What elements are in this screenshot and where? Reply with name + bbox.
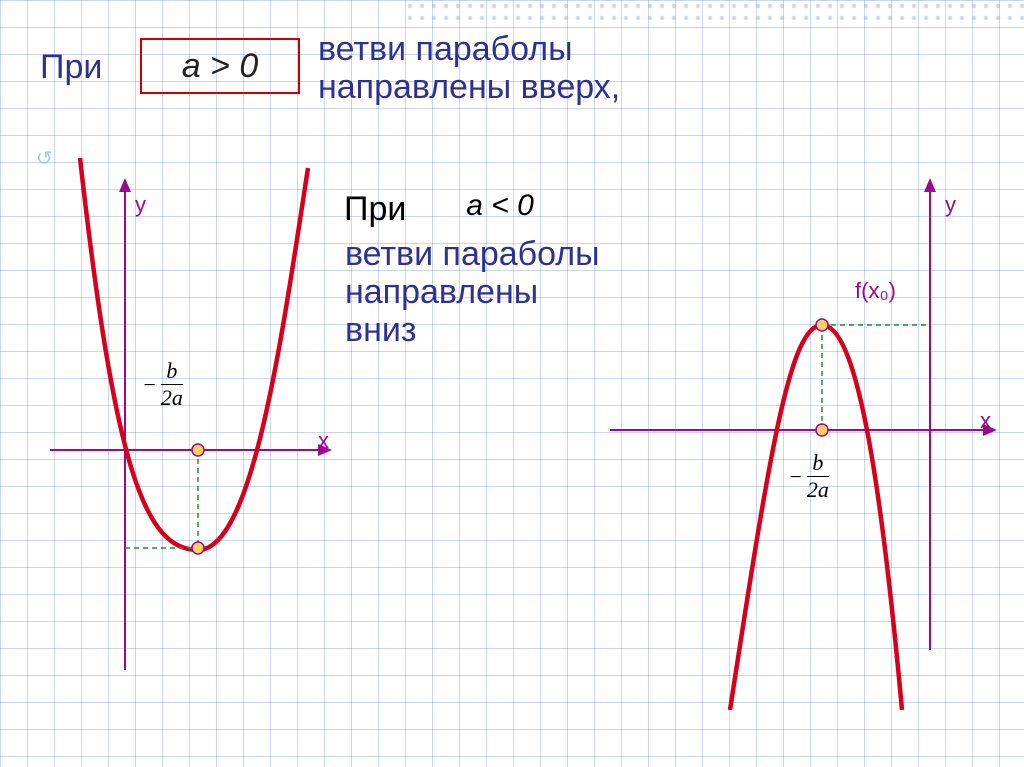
y-axis-label: y [945, 192, 956, 218]
y-axis-label: y [135, 192, 146, 218]
x0-dot [192, 444, 204, 456]
label-branches-2b: направлены [345, 273, 538, 312]
chart-upward-parabola: y x − b 2a [30, 150, 350, 710]
label-when-1: При [40, 48, 102, 87]
fx0-label: f(x₀) [855, 278, 896, 304]
vertex-formula-right: − b 2a [788, 452, 829, 501]
chart-right-svg [600, 150, 1000, 710]
chart-left-svg [30, 150, 350, 710]
vertex-formula-left: − b 2a [142, 360, 183, 409]
top-dots-decoration [404, 0, 1024, 20]
label-branches-2a: ветви параболы [345, 235, 600, 274]
x0-dot [816, 424, 828, 436]
vertex-dot [816, 319, 828, 331]
label-branches-2c: вниз [345, 311, 416, 350]
parabola-curve-down [730, 325, 902, 710]
vertex-dot [192, 542, 204, 554]
parabola-curve-up [80, 158, 308, 550]
formula-a-less-0: a < 0 [430, 182, 570, 230]
label-when-2: При [344, 190, 406, 229]
x-axis-label: x [980, 408, 991, 434]
x-axis-label: x [318, 428, 329, 454]
label-branches-1a: ветви параболы [318, 30, 573, 69]
chart-downward-parabola: y x f(x₀) − b 2a [600, 150, 1000, 710]
formula-a-greater-0: a > 0 [140, 38, 300, 94]
label-branches-1b: направлены вверх, [318, 68, 620, 107]
